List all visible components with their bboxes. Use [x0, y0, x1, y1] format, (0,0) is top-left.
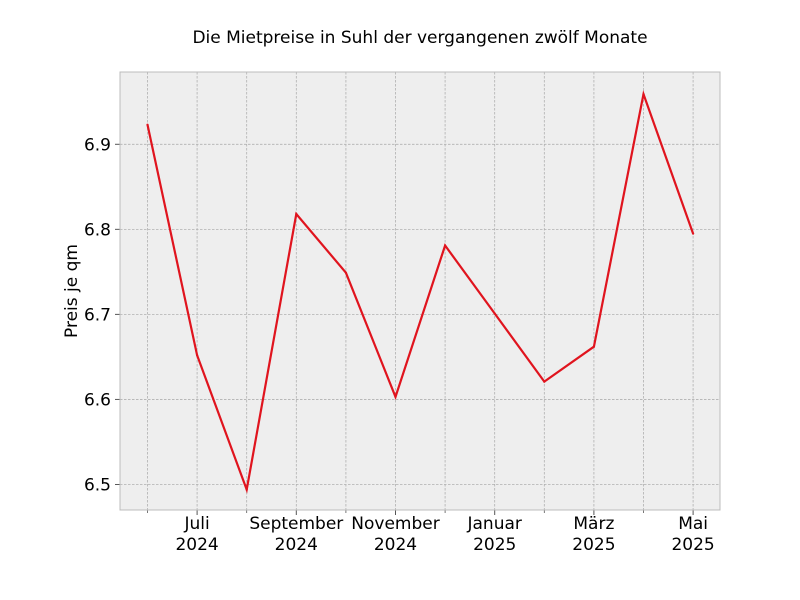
- plot-area: [120, 72, 720, 510]
- x-tick-label-month: September: [249, 514, 343, 534]
- x-tick-label-year: 2025: [473, 535, 516, 555]
- plot-frame: [119, 71, 721, 511]
- data-point: [444, 244, 447, 247]
- data-point: [543, 380, 546, 383]
- y-tick-label: 6.5: [84, 475, 111, 495]
- x-tick-label-year: 2025: [671, 535, 714, 555]
- x-tick-label-year: 2024: [275, 535, 318, 555]
- chart-title: Die Mietpreise in Suhl der vergangenen z…: [192, 28, 647, 48]
- x-tick-label-year: 2025: [572, 535, 615, 555]
- y-axis-label: Preis je qm: [62, 244, 82, 338]
- axis-ticks: 6.56.66.76.86.9Juli2024September2024Nove…: [84, 135, 715, 555]
- x-tick-label-year: 2024: [374, 535, 417, 555]
- data-point: [196, 354, 199, 357]
- data-point: [295, 212, 298, 216]
- data-point: [344, 271, 347, 274]
- data-point: [394, 395, 397, 398]
- x-tick-label-month: Juli: [183, 514, 209, 534]
- data-point: [146, 123, 149, 126]
- y-tick-label: 6.8: [84, 220, 111, 240]
- series-line: [146, 89, 695, 494]
- data-point: [592, 345, 596, 348]
- x-tick-label-month: November: [351, 514, 439, 534]
- x-tick-label-month: März: [573, 514, 614, 534]
- grid-lines: [120, 72, 720, 510]
- y-tick-label: 6.6: [84, 390, 111, 410]
- data-point: [245, 488, 248, 491]
- data-point: [642, 93, 645, 96]
- x-tick-label-year: 2024: [175, 535, 218, 555]
- data-point: [692, 232, 695, 235]
- x-tick-label-month: Mai: [678, 514, 708, 534]
- x-tick-label-month: Januar: [467, 514, 522, 534]
- series-group: [146, 89, 695, 494]
- data-point: [493, 312, 496, 315]
- y-tick-label: 6.9: [84, 135, 111, 155]
- y-tick-label: 6.7: [84, 305, 111, 325]
